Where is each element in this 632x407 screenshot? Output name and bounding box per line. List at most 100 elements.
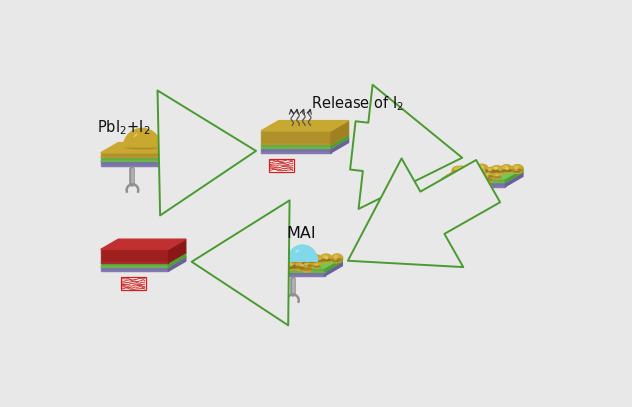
Bar xyxy=(269,159,294,172)
Ellipse shape xyxy=(310,255,322,263)
Polygon shape xyxy=(100,239,186,249)
Ellipse shape xyxy=(470,176,479,178)
Ellipse shape xyxy=(460,170,471,178)
Ellipse shape xyxy=(480,173,493,183)
Ellipse shape xyxy=(286,265,296,267)
Ellipse shape xyxy=(332,257,339,263)
Ellipse shape xyxy=(303,264,307,267)
Ellipse shape xyxy=(482,169,485,171)
Ellipse shape xyxy=(296,254,307,263)
Ellipse shape xyxy=(276,256,284,262)
Polygon shape xyxy=(442,182,505,187)
Ellipse shape xyxy=(285,261,297,269)
Polygon shape xyxy=(164,142,182,157)
Ellipse shape xyxy=(481,168,488,173)
Ellipse shape xyxy=(334,255,338,258)
Ellipse shape xyxy=(303,265,309,266)
Polygon shape xyxy=(261,262,343,272)
Ellipse shape xyxy=(501,169,512,172)
Ellipse shape xyxy=(477,173,481,176)
Ellipse shape xyxy=(277,263,288,271)
Ellipse shape xyxy=(288,260,292,262)
Ellipse shape xyxy=(467,167,471,169)
Ellipse shape xyxy=(465,169,477,178)
Ellipse shape xyxy=(289,261,299,269)
Polygon shape xyxy=(261,134,348,144)
Ellipse shape xyxy=(281,262,293,271)
Ellipse shape xyxy=(308,258,311,260)
Ellipse shape xyxy=(462,177,473,180)
Ellipse shape xyxy=(287,260,291,262)
Ellipse shape xyxy=(305,263,307,264)
Ellipse shape xyxy=(478,175,485,176)
Polygon shape xyxy=(261,138,348,148)
Ellipse shape xyxy=(272,256,283,264)
Ellipse shape xyxy=(513,171,520,173)
Ellipse shape xyxy=(270,260,282,269)
Polygon shape xyxy=(100,147,182,157)
Ellipse shape xyxy=(450,176,458,178)
Ellipse shape xyxy=(325,258,328,259)
Ellipse shape xyxy=(479,174,486,179)
Ellipse shape xyxy=(495,175,498,176)
Polygon shape xyxy=(296,250,298,253)
Ellipse shape xyxy=(301,262,307,263)
Ellipse shape xyxy=(294,266,305,269)
Ellipse shape xyxy=(465,172,475,179)
Ellipse shape xyxy=(456,166,466,174)
Polygon shape xyxy=(331,134,348,148)
Ellipse shape xyxy=(276,262,280,265)
Ellipse shape xyxy=(470,172,480,179)
Ellipse shape xyxy=(463,171,471,177)
Polygon shape xyxy=(442,168,523,179)
Ellipse shape xyxy=(463,174,471,175)
Ellipse shape xyxy=(468,177,477,179)
Ellipse shape xyxy=(277,256,288,265)
Polygon shape xyxy=(442,179,505,182)
Ellipse shape xyxy=(281,267,292,269)
Ellipse shape xyxy=(284,261,294,269)
Ellipse shape xyxy=(478,171,485,177)
Ellipse shape xyxy=(319,258,321,260)
Ellipse shape xyxy=(300,265,303,266)
Ellipse shape xyxy=(274,267,281,269)
Ellipse shape xyxy=(299,264,305,265)
Ellipse shape xyxy=(297,261,305,266)
Ellipse shape xyxy=(456,175,459,177)
Polygon shape xyxy=(123,129,161,147)
Ellipse shape xyxy=(478,166,483,168)
Ellipse shape xyxy=(487,171,495,173)
Ellipse shape xyxy=(463,171,468,172)
Ellipse shape xyxy=(473,172,486,181)
Ellipse shape xyxy=(450,171,463,179)
Ellipse shape xyxy=(497,168,504,173)
Ellipse shape xyxy=(282,261,286,263)
Ellipse shape xyxy=(275,265,283,267)
Polygon shape xyxy=(168,257,186,271)
Ellipse shape xyxy=(454,176,457,177)
Ellipse shape xyxy=(484,172,494,179)
Ellipse shape xyxy=(503,166,507,168)
Ellipse shape xyxy=(334,258,337,260)
Ellipse shape xyxy=(274,263,277,265)
Ellipse shape xyxy=(466,170,474,172)
Ellipse shape xyxy=(453,172,458,175)
Polygon shape xyxy=(164,151,182,166)
Ellipse shape xyxy=(333,260,339,262)
Ellipse shape xyxy=(272,260,282,262)
Polygon shape xyxy=(100,153,164,157)
Polygon shape xyxy=(100,151,182,161)
Ellipse shape xyxy=(274,257,277,259)
Ellipse shape xyxy=(306,262,309,264)
Ellipse shape xyxy=(280,264,290,266)
Ellipse shape xyxy=(492,169,499,171)
Polygon shape xyxy=(134,134,137,137)
Ellipse shape xyxy=(465,171,468,173)
Ellipse shape xyxy=(482,173,487,174)
Ellipse shape xyxy=(296,258,307,261)
Ellipse shape xyxy=(464,169,466,170)
Text: Release of I$_2$: Release of I$_2$ xyxy=(311,95,404,114)
Ellipse shape xyxy=(287,256,290,258)
Ellipse shape xyxy=(457,166,465,172)
Ellipse shape xyxy=(482,175,483,177)
